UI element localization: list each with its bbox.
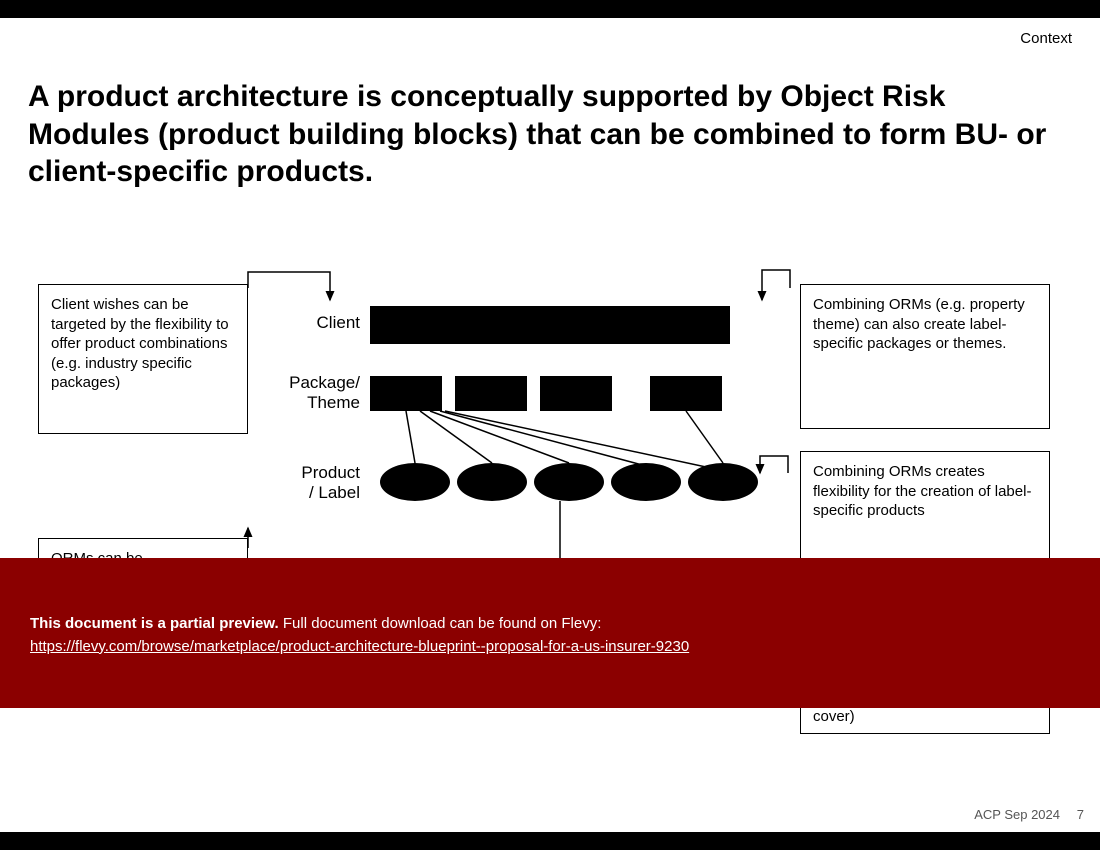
product-ellipse xyxy=(457,463,527,501)
diagram-box xyxy=(540,376,612,411)
row-label-client: Client xyxy=(270,313,360,333)
product-ellipse xyxy=(688,463,758,501)
preview-url[interactable]: https://flevy.com/browse/marketplace/pro… xyxy=(30,638,689,655)
diagram-box xyxy=(650,376,722,411)
product-ellipse xyxy=(380,463,450,501)
context-label: Context xyxy=(1020,30,1072,47)
diagram-box xyxy=(370,306,730,344)
callout-top-left: Client wishes can be targeted by the fle… xyxy=(38,284,248,434)
product-ellipse xyxy=(611,463,681,501)
product-ellipse xyxy=(534,463,604,501)
preview-bold: This document is a partial preview. xyxy=(30,615,279,632)
callout-mid-right: Combining ORMs creates flexibility for t… xyxy=(800,451,1050,566)
diagram-box xyxy=(370,376,442,411)
row-label-product: Product / Label xyxy=(270,463,360,504)
slide: Context A product architecture is concep… xyxy=(0,0,1100,850)
row-label-package: Package/ Theme xyxy=(270,373,360,414)
callout-bottom-right-tail: cover) xyxy=(800,708,1050,734)
preview-rest: Full document download can be found on F… xyxy=(279,615,602,632)
preview-banner: This document is a partial preview. Full… xyxy=(0,558,1100,708)
page-title: A product architecture is conceptually s… xyxy=(28,78,1060,191)
diagram-box xyxy=(455,376,527,411)
callout-top-right: Combining ORMs (e.g. property theme) can… xyxy=(800,284,1050,429)
footer-stamp: ACP Sep 2024 xyxy=(974,807,1060,822)
footer-page: 7 xyxy=(1077,807,1084,822)
